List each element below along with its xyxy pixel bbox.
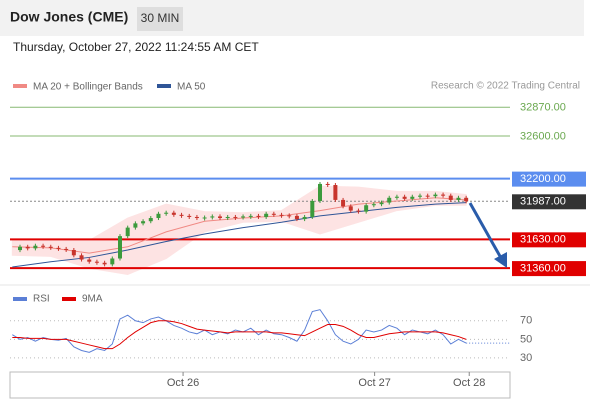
legend-swatch	[13, 84, 27, 88]
bollinger-band	[11, 185, 467, 275]
legend-label: RSI	[33, 294, 50, 305]
level-label-box	[512, 171, 586, 187]
candle	[394, 196, 399, 198]
candle	[202, 217, 207, 219]
candle	[164, 212, 169, 214]
candle	[379, 202, 384, 205]
candle	[325, 183, 330, 186]
level-label: 32600.00	[520, 130, 566, 142]
timeframe-button[interactable]	[137, 7, 183, 31]
datetime: Thursday, October 27, 2022 11:24:55 AM C…	[13, 40, 259, 54]
candle	[171, 212, 176, 215]
candle	[118, 236, 122, 259]
candle	[433, 194, 438, 197]
level-label: 32200.00	[520, 173, 566, 185]
candle	[318, 183, 322, 201]
y-tick-label: 30	[520, 352, 532, 364]
candle	[271, 213, 276, 215]
candle	[364, 205, 369, 212]
candle	[302, 216, 307, 220]
candle	[371, 204, 376, 206]
candle	[279, 214, 284, 216]
x-tick-label: Oct 28	[453, 377, 485, 389]
candle	[79, 255, 84, 260]
y-tick-label: 50	[520, 333, 532, 345]
candle	[125, 227, 130, 237]
forecast-arrowhead	[494, 252, 507, 268]
candle	[33, 245, 38, 249]
candle	[287, 215, 292, 217]
level-label-box	[512, 194, 586, 210]
candle	[194, 216, 199, 219]
level-label: 31987.00	[520, 196, 566, 208]
candle	[18, 246, 22, 251]
candle	[110, 258, 115, 265]
legend-label: 9MA	[82, 294, 103, 305]
candle	[241, 216, 246, 218]
candle	[425, 195, 430, 197]
candle	[102, 262, 107, 265]
legend-label: MA 50	[177, 82, 206, 93]
candle	[456, 197, 461, 200]
candle	[71, 249, 76, 256]
candle	[133, 223, 138, 228]
level-label: 31360.00	[520, 262, 566, 274]
y-tick-label: 70	[520, 315, 532, 327]
candle	[264, 213, 269, 217]
candle	[256, 215, 261, 217]
instrument-title: Dow Jones (CME)	[10, 9, 128, 25]
candle	[418, 195, 422, 197]
forecast-arrow	[468, 202, 503, 259]
credit: Research © 2022 Trading Central	[431, 81, 580, 92]
x-tick-label: Oct 27	[358, 377, 390, 389]
candle	[233, 216, 238, 218]
candle	[156, 213, 161, 219]
candle	[464, 197, 469, 202]
candle	[225, 216, 230, 219]
level-label: 31630.00	[520, 234, 566, 246]
candle	[356, 210, 361, 212]
x-tick-label: Oct 26	[167, 377, 199, 389]
candle	[348, 206, 353, 211]
candle	[341, 199, 346, 207]
timeframe-label: 30 MIN	[141, 11, 180, 25]
candle	[410, 196, 415, 199]
candle	[141, 221, 146, 224]
candle	[294, 215, 299, 220]
candle	[248, 215, 253, 217]
legend-swatch	[157, 84, 171, 88]
level-label-box	[512, 232, 586, 248]
ma-line	[12, 202, 467, 268]
candle	[25, 246, 30, 249]
indicator-line	[12, 320, 467, 350]
legend-swatch	[62, 297, 76, 301]
candle	[210, 216, 215, 218]
candle	[94, 261, 99, 263]
candle	[56, 247, 61, 249]
x-axis-box	[9, 371, 511, 399]
candle	[387, 197, 392, 203]
candle	[441, 194, 446, 196]
level-label-box	[512, 261, 586, 277]
candle	[187, 215, 192, 217]
top-bar	[0, 0, 584, 36]
legend-swatch	[13, 297, 27, 301]
candle	[179, 214, 184, 216]
level-label: 32870.00	[520, 102, 566, 114]
candle	[41, 245, 46, 247]
candle	[48, 246, 53, 248]
plot-layer: MA 20 + Bollinger Bands MA 50 32870.00 3260…	[10, 82, 586, 389]
legend-label: MA 20 + Bollinger Bands	[33, 82, 143, 93]
candle	[64, 248, 69, 250]
candle	[218, 216, 222, 219]
candle	[310, 200, 315, 217]
candle	[87, 259, 92, 262]
candle	[448, 195, 453, 200]
candle	[333, 185, 338, 200]
candle	[402, 196, 407, 199]
indicator-line	[12, 309, 467, 353]
candle	[148, 218, 153, 222]
